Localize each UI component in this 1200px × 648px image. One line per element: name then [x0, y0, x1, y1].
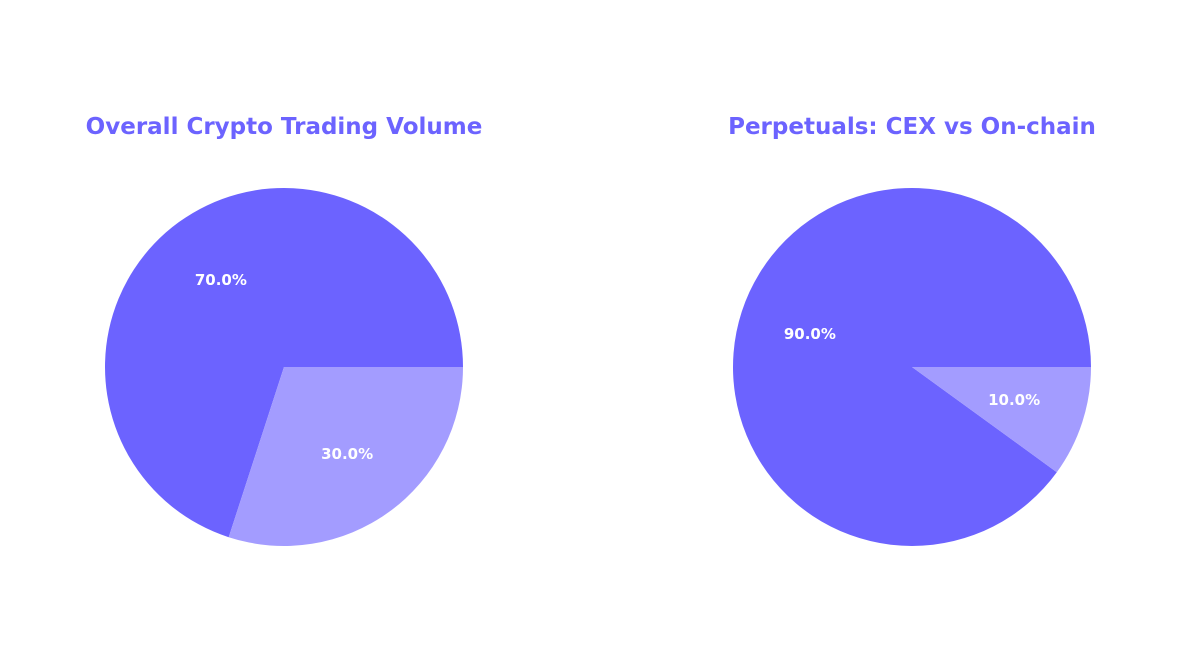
pie-chart-1: Overall Crypto Trading Volume 70.0% 30.0%	[86, 114, 483, 546]
pie-slices-1	[105, 187, 463, 546]
pie-slice-1-1	[105, 187, 463, 538]
chart-title-2: Perpetuals: CEX vs On-chain	[728, 114, 1096, 140]
pie-labels-1: 70.0% 30.0%	[195, 271, 373, 463]
pie-slice-1-2	[228, 367, 463, 546]
pie-slices-2	[732, 187, 1091, 546]
pie-slice-2-1	[732, 187, 1091, 546]
chart-title-1: Overall Crypto Trading Volume	[86, 114, 483, 140]
pie-slice-label-2-2: 10.0%	[988, 391, 1040, 409]
pie-slice-label-1-2: 30.0%	[321, 445, 373, 463]
pie-chart-2: Perpetuals: CEX vs On-chain 90.0% 10.0%	[728, 114, 1096, 546]
pie-slice-label-2-1: 90.0%	[784, 325, 836, 343]
pie-slice-2-2	[912, 367, 1091, 473]
pie-labels-2: 90.0% 10.0%	[784, 325, 1040, 409]
pie-slice-label-1-1: 70.0%	[195, 271, 247, 289]
